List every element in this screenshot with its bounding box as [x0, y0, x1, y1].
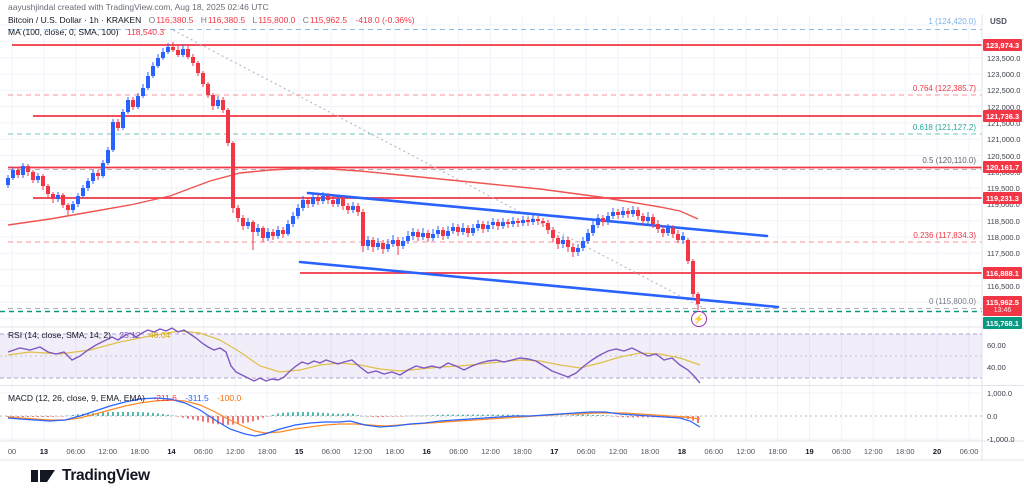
time-axis-label: 17 [550, 447, 559, 456]
time-axis-label: 06:00 [194, 447, 213, 456]
rsi-ma-value: 40.04 [149, 330, 171, 340]
time-axis-label: 12:00 [863, 447, 883, 456]
time-axis-label: 15 [294, 447, 304, 456]
time-axis-label: 12:00 [98, 447, 118, 456]
price-axis-label: 117,500.0 [987, 249, 1020, 259]
time-axis-label: 18:00 [130, 447, 149, 456]
tradingview-logo-icon[interactable] [28, 466, 58, 484]
time-axis-label: 06:00 [576, 447, 596, 456]
rsi-label: RSI (14, close, SMA, 14, 2) [8, 330, 111, 340]
rsi-legend[interactable]: RSI (14, close, SMA, 14, 2) 25.12 40.04 [8, 330, 170, 340]
fib-level-label: 0 (115,800.0) [929, 297, 976, 306]
time-axis-label: 06:00 [449, 447, 468, 456]
time-axis-label: 06:00 [321, 447, 341, 456]
ma-legend[interactable]: MA (100, close, 0, SMA, 100) 118,540.3 [8, 27, 164, 37]
price-level-badge: 120,161.7 [983, 161, 1022, 173]
time-axis-label: 18:00 [640, 447, 660, 456]
fib-level-label: 1 (124,420.0) [928, 17, 976, 26]
macd-label: MACD (12, 26, close, 9, EMA, EMA) [8, 393, 145, 403]
tradingview-brand-text[interactable]: TradingView [62, 467, 150, 484]
macd-axis-label: 1,000.0 [987, 389, 1013, 398]
price-axis-label: 122,000.0 [987, 102, 1021, 112]
time-axis-label: 12:00 [736, 447, 756, 456]
time-axis-label: 18:00 [257, 447, 277, 456]
symbol-title: Bitcoin / U.S. Dollar · 1h · KRAKEN [8, 15, 142, 25]
fib-level-label: 0.618 (121,127.2) [912, 123, 976, 132]
price-axis-label: 119,000.0 [987, 200, 1020, 210]
ma-value: 118,540.3 [126, 27, 165, 37]
rsi-axis-label: 40.00 [987, 363, 1006, 372]
time-axis-label: 06:00 [66, 447, 86, 456]
time-axis-label: 18:00 [385, 447, 405, 456]
support-price-badge: 115,768.1 [983, 317, 1022, 329]
time-axis-label: 06:00 [832, 447, 851, 456]
time-axis-label: 19 [805, 447, 814, 456]
time-axis-label: 12:00 [225, 447, 245, 456]
fib-level-label: 0.5 (120,110.0) [922, 156, 976, 165]
macd-signal-value: -100.0 [217, 393, 242, 403]
macd-hist-value: -211.6 [153, 393, 177, 403]
rsi-axis-label: 60.00 [987, 341, 1006, 350]
low-value: 115,800.0 [258, 15, 296, 25]
price-axis-label: 119,500.0 [987, 184, 1020, 194]
lightning-marker-icon[interactable]: ⚡ [691, 311, 707, 327]
close-label: C [302, 15, 309, 25]
chart-canvas[interactable] [0, 0, 1024, 461]
footer: TradingView [0, 461, 1024, 493]
open-label: O [148, 15, 156, 25]
price-level-badge: 116,888.1 [983, 267, 1022, 279]
macd-legend[interactable]: MACD (12, 26, close, 9, EMA, EMA) -211.6… [8, 393, 241, 403]
price-axis-label: 121,000.0 [987, 135, 1021, 145]
time-axis-label: 12:00 [353, 447, 373, 456]
high-value: 116,380.5 [207, 15, 246, 25]
time-axis-label: 00 [7, 447, 17, 456]
price-axis-label: 121,500.0 [987, 118, 1021, 128]
price-level-badge: 123,974.3 [983, 39, 1022, 51]
attribution-text: aayushjindal created with TradingView.co… [8, 2, 269, 12]
low-label: L [252, 15, 258, 25]
current-price-badge: 115,962.5 13:46 [983, 296, 1022, 317]
time-axis-label: 13 [39, 447, 49, 456]
time-axis-label: 18:00 [895, 447, 915, 456]
rsi-value: 25.12 [119, 330, 141, 340]
price-axis-label: 118,000.0 [987, 233, 1020, 242]
time-axis-label: 18 [677, 447, 687, 456]
time-axis-label: 12:00 [481, 447, 500, 456]
time-axis-label: 18:00 [513, 447, 532, 456]
symbol-legend[interactable]: Bitcoin / U.S. Dollar · 1h · KRAKEN O116… [8, 15, 415, 25]
price-level-badge: 119,231.3 [983, 192, 1022, 204]
time-axis-label: 20 [932, 447, 942, 456]
high-label: H [200, 15, 207, 25]
time-axis-label: 16 [422, 447, 431, 456]
macd-axis-label: -1,000.0 [987, 435, 1015, 444]
time-axis-label: 06:00 [704, 447, 724, 456]
price-axis-label: 123,500.0 [987, 53, 1021, 63]
time-axis-label: 12:00 [608, 447, 628, 456]
time-axis-label: 18:00 [768, 447, 787, 456]
price-axis-label: 116,500.0 [987, 281, 1020, 291]
price-axis-label: 123,000.0 [987, 70, 1021, 79]
macd-line-value: -311.5 [185, 393, 209, 403]
price-axis-currency: USD [990, 17, 1007, 26]
price-axis-label: 118,500.0 [987, 216, 1020, 226]
open-value: 116,380.5 [156, 15, 194, 25]
close-value: 115,962.5 [309, 15, 348, 25]
price-level-badge: 121,736.3 [983, 110, 1022, 122]
time-axis-label: 06:00 [959, 447, 979, 456]
fib-level-label: 0.236 (117,834.3) [913, 231, 976, 240]
price-axis-label: 120,500.0 [987, 151, 1021, 161]
change-value: -418.0 (-0.36%) [355, 15, 415, 25]
fib-level-label: 0.764 (122,385.7) [912, 84, 976, 93]
time-axis-label: 14 [167, 447, 176, 456]
price-axis-label: 122,500.0 [987, 86, 1021, 96]
ma-label: MA (100, close, 0, SMA, 100) [8, 27, 119, 37]
macd-axis-label: 0.0 [987, 412, 998, 421]
